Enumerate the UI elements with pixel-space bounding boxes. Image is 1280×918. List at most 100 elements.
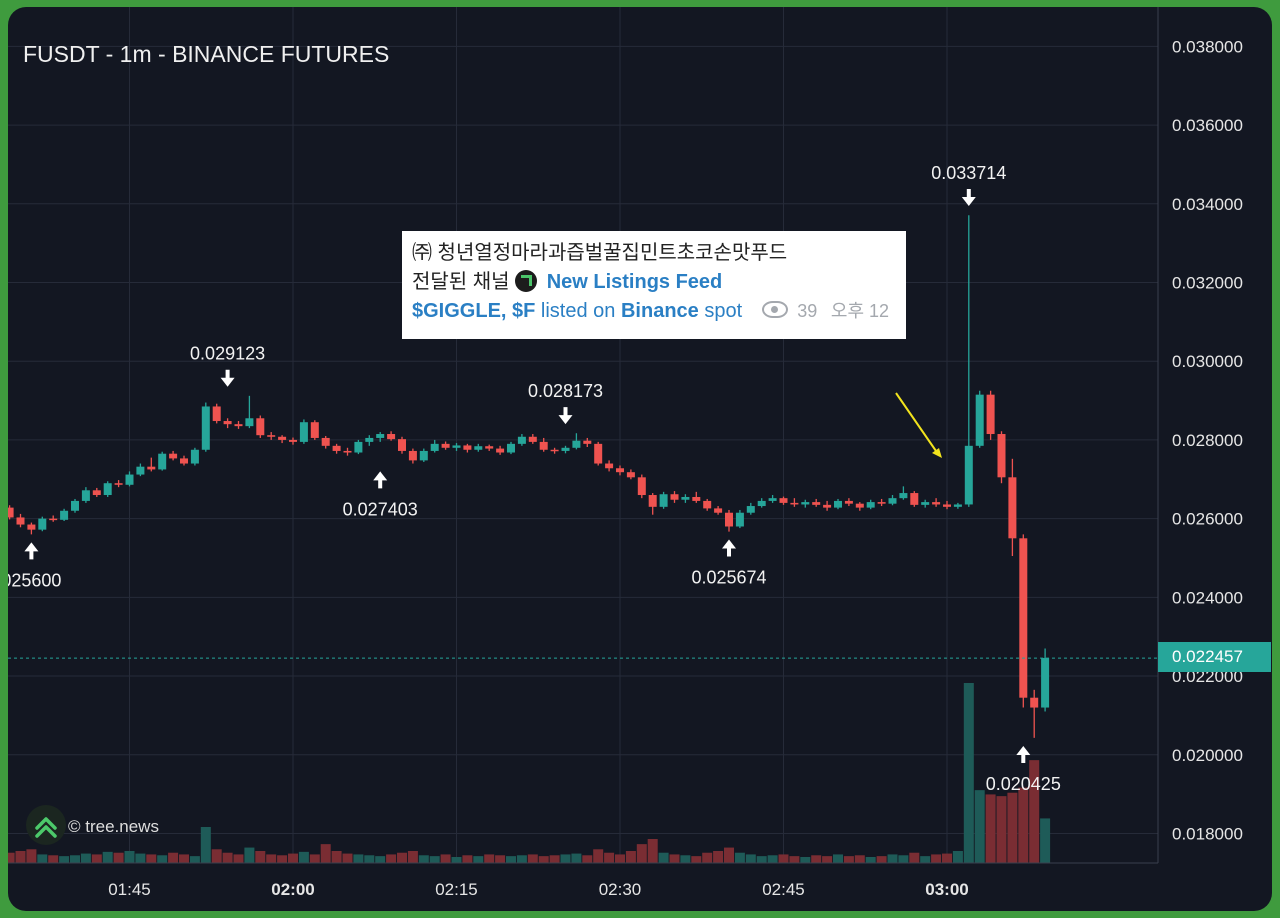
volume-bar xyxy=(582,855,593,863)
candle-body xyxy=(964,445,973,505)
candle-body xyxy=(463,445,472,450)
volume-bar xyxy=(952,851,963,863)
candle-body xyxy=(8,507,14,518)
price-tick-label: 0.026000 xyxy=(1172,510,1243,529)
candle-body xyxy=(398,439,406,451)
volume-bar xyxy=(887,854,898,863)
volume-bar xyxy=(593,849,604,863)
volume-bar xyxy=(506,856,516,863)
volume-bar xyxy=(48,855,59,863)
volume-bar xyxy=(179,854,189,863)
volume-bar xyxy=(15,851,26,863)
candle-body xyxy=(256,418,265,436)
volume-bar xyxy=(713,851,724,863)
annotation-label: 0.020425 xyxy=(986,774,1061,794)
volume-bar xyxy=(604,852,615,863)
candle-body xyxy=(790,502,799,505)
candle-body xyxy=(757,500,766,507)
volume-bar xyxy=(146,854,157,863)
token-link[interactable]: $GIGGLE, $F xyxy=(412,300,536,322)
candle-body xyxy=(343,450,352,453)
candle-body xyxy=(299,422,308,442)
candle-body xyxy=(507,443,515,453)
message-card: ㈜ 청년열정마라과즙벌꿀집민트초코손맛푸드 전달된 채널 New Listing… xyxy=(402,231,906,339)
candle-body xyxy=(38,518,47,530)
volume-bar xyxy=(473,856,484,863)
candle-body xyxy=(659,494,668,507)
volume-bar xyxy=(233,854,244,863)
volume-bar xyxy=(451,857,462,863)
volume-bar xyxy=(658,852,669,863)
annotation-arrow-up xyxy=(722,539,736,557)
volume-bar xyxy=(724,847,734,863)
volume-bar xyxy=(909,852,920,863)
volume-bar xyxy=(309,854,320,863)
volume-bar xyxy=(331,851,342,863)
volume-bar xyxy=(767,855,778,863)
time-tick-label: 01:45 xyxy=(108,880,151,899)
volume-layer xyxy=(8,683,1051,863)
candle-body xyxy=(71,500,79,511)
annotation-layer: 0.033714 0.029123 0.028173 0.027403 025600 0.… xyxy=(8,163,1061,794)
candle-body xyxy=(16,517,25,525)
candle-body xyxy=(136,466,145,475)
candle-body xyxy=(278,436,287,440)
volume-bar xyxy=(255,851,266,863)
grid-layer xyxy=(8,7,1158,863)
candle-body xyxy=(452,445,461,448)
candlestick-chart[interactable]: 0.0180000.0200000.0220000.0240000.026000… xyxy=(8,7,1272,911)
candle-body xyxy=(289,439,297,442)
candle-body xyxy=(725,512,733,527)
volume-bar xyxy=(898,855,909,863)
candle-body xyxy=(605,463,614,469)
candle-body xyxy=(60,510,69,520)
candle-body xyxy=(888,498,897,504)
volume-bar xyxy=(244,847,255,863)
volume-bar xyxy=(800,857,811,863)
volume-bar xyxy=(974,790,985,863)
volume-bar xyxy=(407,851,418,863)
candle-body xyxy=(670,494,679,500)
volume-bar xyxy=(222,852,233,863)
candle-body xyxy=(823,504,832,508)
candle-body xyxy=(201,406,210,450)
annotation-arrow-down xyxy=(961,189,976,207)
volume-bar xyxy=(516,855,527,863)
candle-body xyxy=(616,468,624,473)
pointer-arrow-head xyxy=(932,448,942,458)
candle-body xyxy=(801,502,810,505)
candle-body xyxy=(81,490,90,501)
volume-bar xyxy=(822,856,833,863)
message-line-2: 전달된 채널 New Listings Feed xyxy=(412,268,906,297)
message-time: 오후 12 xyxy=(830,301,890,321)
candle-body xyxy=(681,496,690,500)
volume-bar xyxy=(440,854,451,863)
price-tick-label: 0.038000 xyxy=(1172,37,1243,56)
candle-body xyxy=(975,394,984,446)
channel-name-link[interactable]: New Listings Feed xyxy=(546,271,723,293)
candle-body xyxy=(910,493,919,505)
message-line-3: $GIGGLE, $F listed on Binance spot 39 오후… xyxy=(412,297,906,326)
annotation-label: 0.028173 xyxy=(528,381,603,401)
price-tick-label: 0.036000 xyxy=(1172,116,1243,135)
volume-bar xyxy=(353,854,364,863)
candle-body xyxy=(768,498,777,501)
candle-body xyxy=(953,504,962,507)
annotation-arrow-up xyxy=(24,542,39,560)
tree-news-logo-icon xyxy=(26,805,66,845)
candle-body xyxy=(692,496,701,501)
candle-body xyxy=(147,466,156,470)
candle-body xyxy=(103,483,112,496)
volume-bar xyxy=(298,851,309,863)
exchange-link[interactable]: Binance xyxy=(620,300,699,322)
volume-bar xyxy=(113,852,124,863)
volume-bar xyxy=(8,852,15,863)
time-tick-label: 02:30 xyxy=(599,880,642,899)
view-count: 39 xyxy=(797,301,818,321)
price-tick-label: 0.032000 xyxy=(1172,273,1243,292)
volume-bar xyxy=(484,854,495,863)
price-tick-label: 0.034000 xyxy=(1172,195,1243,214)
volume-bar xyxy=(342,853,353,863)
annotation-arrow-down xyxy=(220,369,235,387)
candle-body xyxy=(1041,657,1050,708)
